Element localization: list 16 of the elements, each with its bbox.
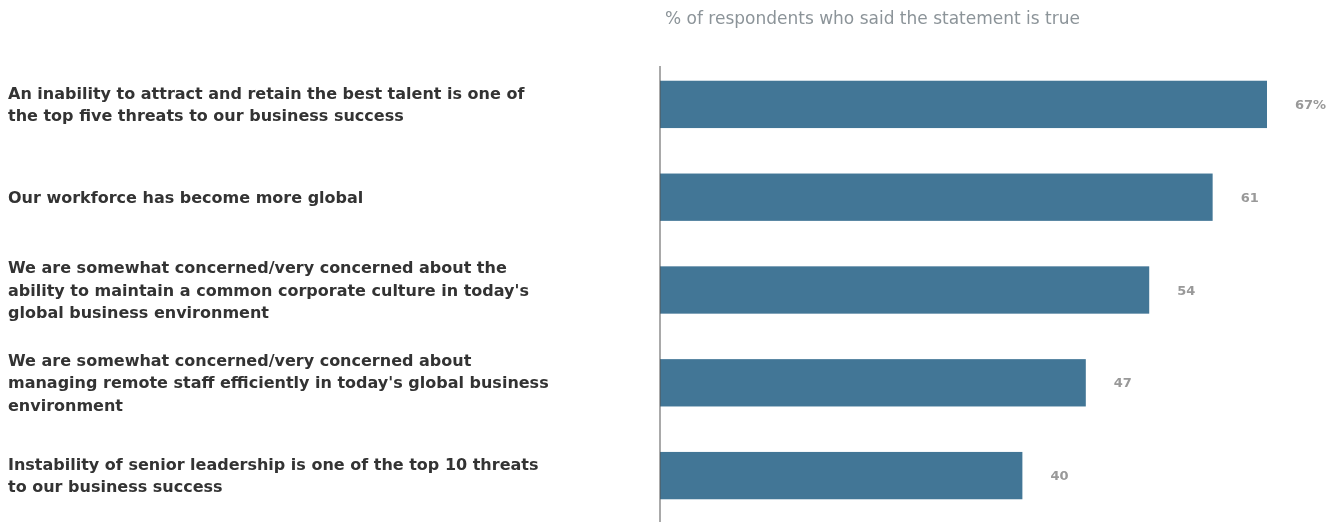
y-tick-label: Instability of senior leadership is one of the top 10 threats to our business success [8,454,539,497]
data-label: 54 [1177,282,1196,298]
y-tick-label: Our workforce has become more global [8,187,364,207]
bar [660,266,1150,314]
data-label: 40 [1050,468,1069,484]
bar [660,80,1267,129]
data-label: 61 [1240,189,1259,205]
y-tick-label: We are somewhat concerned/very concerned about the ability to maintain a common corporate culture in today's global business environment [8,258,529,323]
y-tick-label: We are somewhat concerned/very concerned about managing remote staff efficiently in today's global business environment [8,350,549,415]
bar [660,173,1213,221]
data-label: 47 [1113,375,1132,391]
bar [660,451,1023,500]
data-label: 67% [1295,96,1327,112]
chart-title: % of respondents who said the statement is true [665,8,1080,28]
y-tick-label: An inability to attract and retain the best talent is one of the top five threats to our business success [8,83,526,126]
bar [660,359,1086,407]
